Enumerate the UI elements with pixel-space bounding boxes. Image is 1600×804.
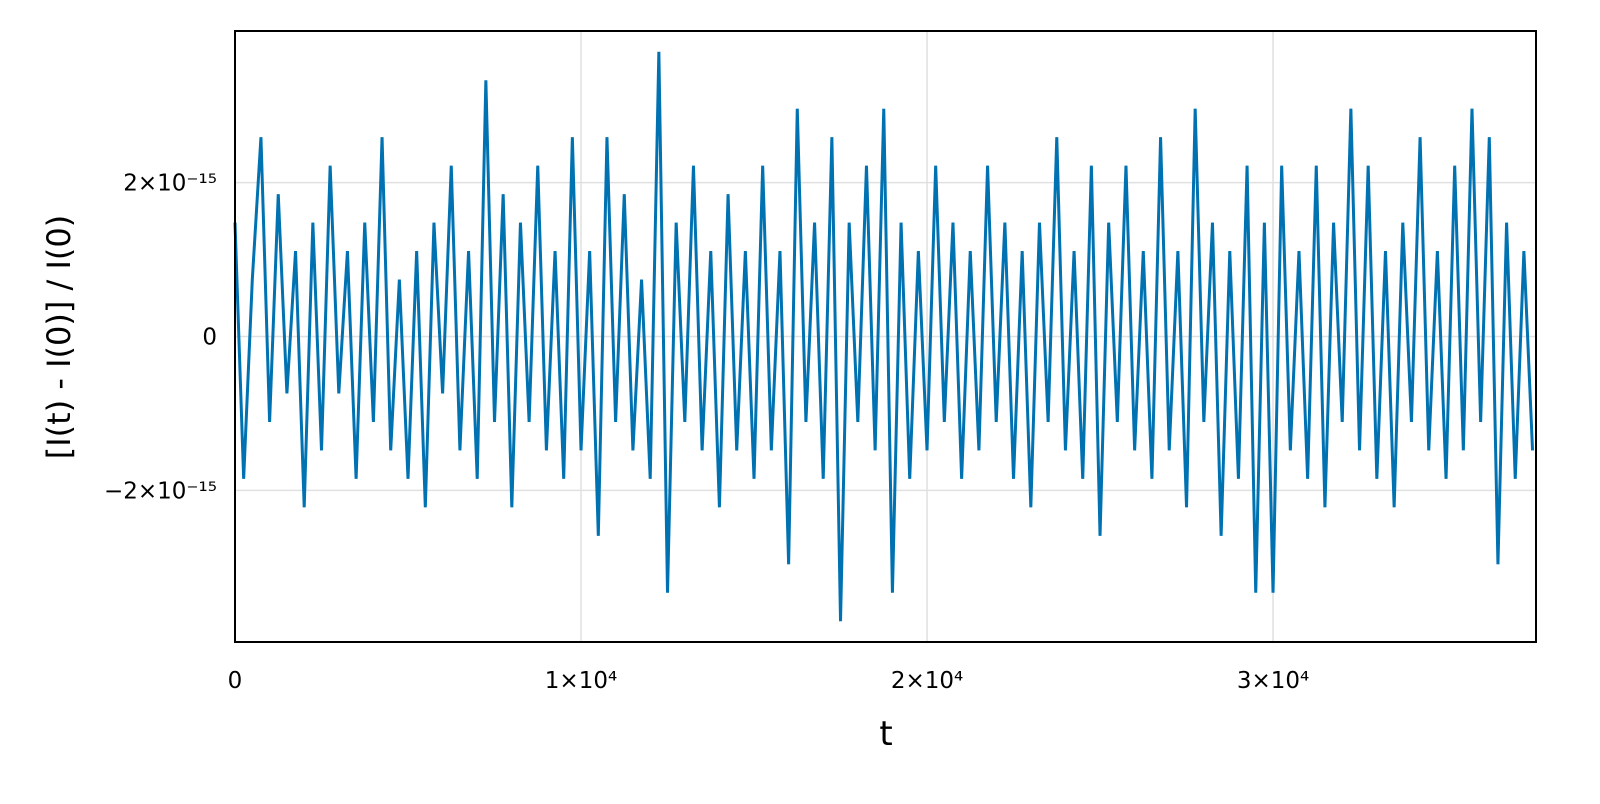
x-tick-label: 0	[228, 668, 243, 694]
y-tick-label: 0	[202, 325, 217, 351]
plot-frame	[234, 30, 1537, 643]
x-axis-label: t	[879, 714, 892, 754]
x-tick-label: 3×10⁴	[1237, 668, 1309, 694]
x-tick-label: 2×10⁴	[891, 668, 963, 694]
y-tick-label: −2×10⁻¹⁵	[104, 478, 217, 504]
y-tick-label: 2×10⁻¹⁵	[123, 171, 217, 197]
x-tick-label: 1×10⁴	[545, 668, 617, 694]
data-line	[233, 51, 1535, 622]
y-axis-label: [I(t) - I(0)] / I(0)	[40, 215, 78, 459]
